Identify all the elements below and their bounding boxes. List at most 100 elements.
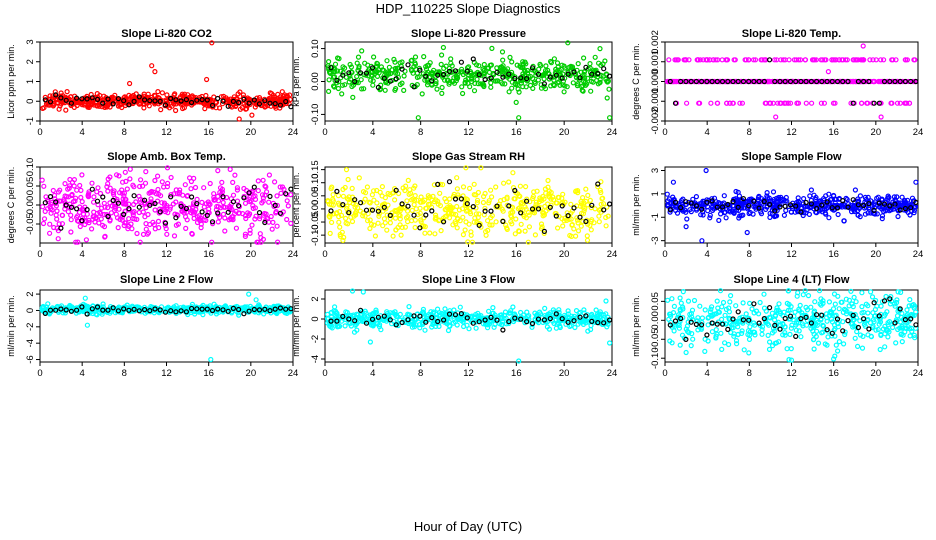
average-point <box>115 95 122 102</box>
data-point <box>272 94 278 100</box>
data-point <box>230 96 237 103</box>
average-point <box>84 96 90 102</box>
data-point <box>543 63 549 69</box>
average-point <box>829 205 835 211</box>
data-point <box>53 212 59 218</box>
x-tick-label: 4 <box>370 368 375 379</box>
outlier-point <box>343 167 350 173</box>
data-point <box>878 303 884 309</box>
average-point <box>506 71 512 77</box>
average-point <box>256 210 263 216</box>
average-point <box>845 78 851 85</box>
data-point <box>140 183 146 189</box>
data-point <box>367 217 373 223</box>
average-point <box>541 81 548 87</box>
average-point <box>256 307 263 313</box>
data-point <box>460 232 466 238</box>
average-point <box>42 310 48 316</box>
data-point <box>752 57 759 63</box>
data-point <box>580 83 586 89</box>
average-point <box>746 78 752 85</box>
data-point <box>163 226 169 232</box>
data-point <box>499 206 505 212</box>
data-point <box>507 54 513 61</box>
average-point <box>881 201 888 207</box>
data-point <box>79 199 85 205</box>
data-point <box>774 57 780 63</box>
average-point <box>787 78 794 85</box>
data-point <box>396 190 402 197</box>
data-point <box>40 220 47 227</box>
data-point <box>107 200 113 206</box>
x-tick-label: 16 <box>511 249 522 260</box>
data-point <box>686 57 692 63</box>
data-point <box>783 207 789 214</box>
average-point <box>606 73 613 79</box>
average-point <box>42 97 48 103</box>
y-tick-label: 0.05 <box>650 292 661 311</box>
data-point <box>380 223 386 229</box>
data-point <box>454 225 460 231</box>
data-point <box>696 100 702 106</box>
average-point <box>100 100 106 106</box>
average-point <box>855 78 862 85</box>
average-point <box>756 78 762 85</box>
data-point <box>672 57 678 63</box>
average-point <box>194 306 200 312</box>
data-point <box>749 306 755 312</box>
data-point <box>327 230 333 236</box>
data-point <box>454 186 460 192</box>
scatter-points <box>324 288 613 364</box>
data-point <box>412 61 418 67</box>
data-point <box>463 196 469 202</box>
data-point <box>454 175 460 181</box>
data-point <box>63 107 69 113</box>
data-point <box>668 200 674 206</box>
data-point <box>429 197 435 203</box>
average-point <box>121 306 127 312</box>
data-point <box>776 194 782 201</box>
data-point <box>713 57 719 63</box>
average-point <box>730 198 736 205</box>
average-point <box>667 78 673 85</box>
average-point <box>813 205 820 212</box>
data-point <box>247 227 253 233</box>
data-point <box>247 230 253 236</box>
data-point <box>188 186 194 192</box>
average-point <box>63 307 69 313</box>
average-point <box>152 306 158 312</box>
data-point <box>666 57 672 63</box>
data-point <box>99 222 106 228</box>
data-point <box>568 216 574 222</box>
average-point <box>105 307 111 313</box>
average-point <box>209 307 216 314</box>
data-point <box>523 84 529 90</box>
x-tick-label: 4 <box>705 249 710 260</box>
data-point <box>128 221 134 227</box>
average-point <box>798 78 804 85</box>
data-point <box>194 196 200 202</box>
average-point <box>850 100 856 106</box>
data-point <box>107 174 113 180</box>
average-point <box>369 65 376 71</box>
average-point <box>535 71 542 77</box>
data-point <box>488 84 494 90</box>
average-point <box>346 70 352 76</box>
data-point <box>337 224 343 230</box>
data-point <box>471 88 478 94</box>
data-point <box>740 212 746 218</box>
average-point <box>183 309 189 315</box>
data-point <box>108 210 115 216</box>
x-tick-label: 20 <box>559 249 570 260</box>
data-point <box>509 59 515 65</box>
average-point <box>283 98 289 105</box>
data-point <box>40 105 46 112</box>
data-point <box>907 297 913 303</box>
data-point <box>206 206 212 212</box>
data-point <box>588 88 594 94</box>
data-point <box>705 322 711 328</box>
data-point <box>822 206 828 212</box>
x-tick-label: 8 <box>747 127 752 138</box>
data-point <box>593 307 599 313</box>
average-point <box>288 104 294 110</box>
